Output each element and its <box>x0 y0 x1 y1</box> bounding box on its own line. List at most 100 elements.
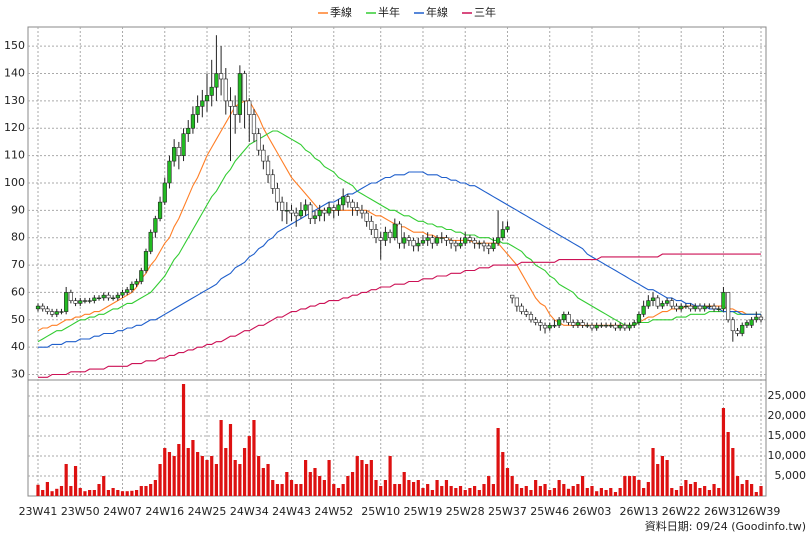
candle-body <box>481 242 487 247</box>
volume-bar <box>618 488 622 496</box>
candle-body <box>153 218 158 233</box>
volume-bar <box>186 448 190 496</box>
candle-body <box>618 324 623 329</box>
candle-body <box>547 324 552 329</box>
volume-bar <box>219 420 223 496</box>
volume-bar <box>294 484 298 496</box>
volume-bar <box>515 484 519 496</box>
volume-bar <box>571 486 575 496</box>
volume-bar <box>374 480 378 496</box>
candle-body <box>439 237 444 239</box>
candle-body <box>341 196 346 206</box>
candle-body <box>336 204 341 211</box>
volume-bar <box>505 468 510 496</box>
candle-body <box>406 237 411 241</box>
x-tick-label: 23W50 <box>61 505 100 518</box>
volume-bar <box>299 484 303 496</box>
volume-bar <box>651 448 655 496</box>
candle-body <box>134 281 139 285</box>
candle-body <box>247 100 252 115</box>
volume-bar <box>538 486 542 496</box>
candle-body <box>162 182 167 203</box>
candle-body <box>749 319 754 326</box>
candle-body <box>613 324 618 329</box>
volume-bar <box>609 488 613 496</box>
candle-body <box>533 319 538 323</box>
candle-body <box>552 324 557 327</box>
volume-bar <box>332 484 336 496</box>
volume-bar <box>534 480 538 496</box>
volume-bar <box>45 482 49 496</box>
candle-body <box>467 237 473 241</box>
volume-bar <box>435 480 439 496</box>
volume-bar <box>444 480 449 496</box>
volume-bar <box>703 486 707 496</box>
candle-body <box>148 231 153 252</box>
volume-bar <box>228 424 233 496</box>
candle-body <box>68 292 73 301</box>
candle-body <box>758 316 764 321</box>
candle-body <box>289 210 294 214</box>
candle-body <box>186 127 191 135</box>
candle-body <box>40 305 45 310</box>
volume-bar <box>153 480 157 496</box>
candle-body <box>721 292 726 310</box>
candle-body <box>726 292 731 321</box>
y-tick-label: 140 <box>4 67 25 80</box>
candle-body <box>566 314 571 323</box>
volume-tick-label: 20,000 <box>768 409 807 422</box>
volume-bar <box>341 484 345 496</box>
candle-body <box>355 207 360 211</box>
volume-bar <box>252 420 256 496</box>
volume-bar <box>684 480 688 496</box>
candle-body <box>125 289 130 293</box>
candle-body <box>322 210 327 214</box>
volume-bar <box>416 480 420 496</box>
volume-bar <box>698 488 702 496</box>
x-tick-label: 25W28 <box>446 505 485 518</box>
volume-bar <box>759 486 763 496</box>
candle-body <box>303 204 308 211</box>
candle-body <box>265 160 271 176</box>
candle-body <box>59 311 64 313</box>
volume-bar <box>487 476 491 496</box>
candle-body <box>237 73 242 115</box>
candle-body <box>312 215 318 219</box>
y-tick-label: 100 <box>4 176 25 189</box>
volume-bar <box>125 491 129 496</box>
volume-bar <box>519 488 524 496</box>
legend-label: 季線 <box>330 5 352 19</box>
candle-body <box>270 174 275 189</box>
volume-tick-label: 25,000 <box>768 389 807 402</box>
volume-bar <box>196 452 200 496</box>
volume-bar <box>557 480 561 496</box>
candle-body <box>261 149 266 162</box>
volume-bar <box>59 486 64 496</box>
volume-bar <box>346 476 350 496</box>
x-tick-label: 25W46 <box>530 505 569 518</box>
volume-bar <box>693 482 697 496</box>
candle-body <box>608 324 613 327</box>
candle-body <box>280 201 285 211</box>
candle-body <box>528 314 534 321</box>
candle-body <box>35 305 41 310</box>
candle-body <box>204 95 210 102</box>
candle-body <box>735 330 740 334</box>
candle-body <box>392 223 397 239</box>
candle-body <box>411 240 416 247</box>
candle-body <box>519 305 524 312</box>
volume-bar <box>449 486 453 496</box>
volume-bar <box>613 492 618 496</box>
candle-body <box>345 196 350 203</box>
candle-body <box>96 297 102 300</box>
volume-bar <box>275 484 280 496</box>
volume-bar <box>388 456 392 496</box>
volume-bar <box>134 490 139 496</box>
volume-bar <box>637 480 641 496</box>
candle-body <box>622 324 627 329</box>
candle-body <box>674 305 679 310</box>
volume-bar <box>529 490 533 496</box>
candle-body <box>632 322 637 326</box>
volume-bar <box>430 490 434 496</box>
